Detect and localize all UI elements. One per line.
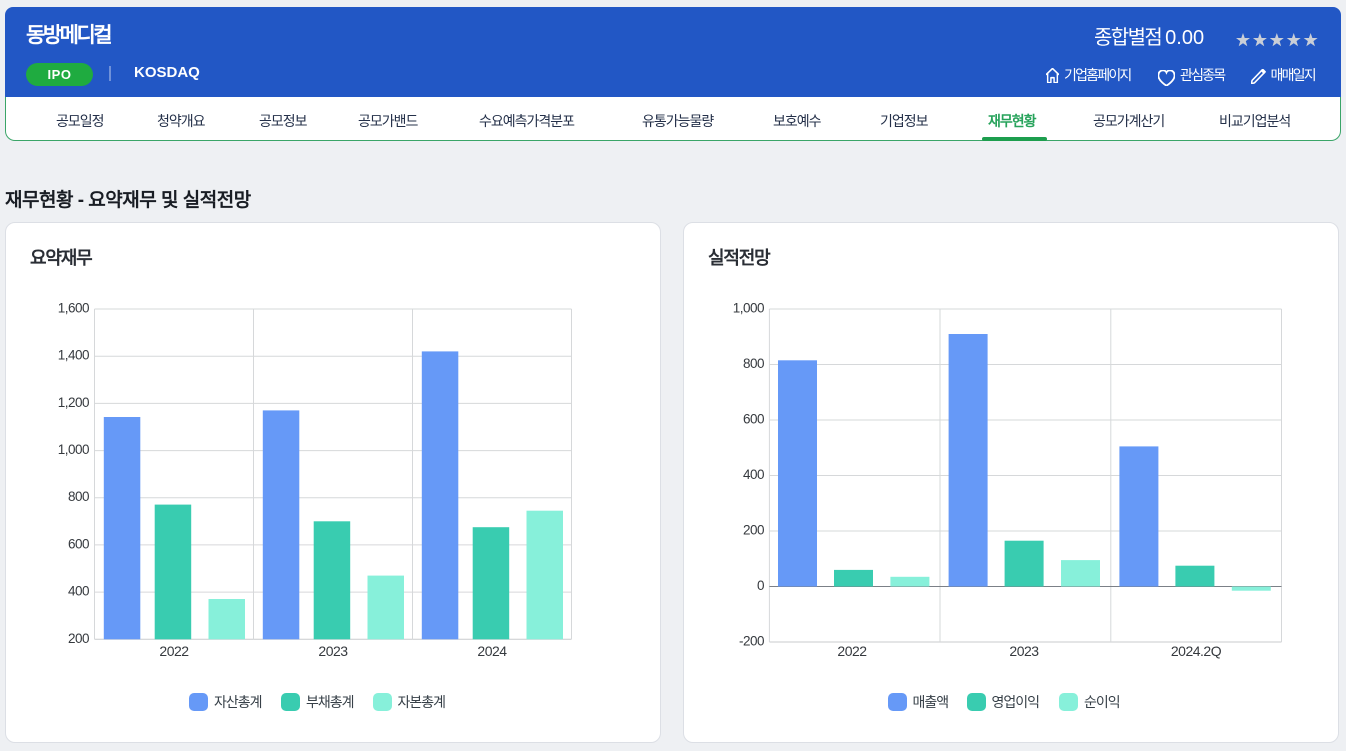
svg-text:1,000: 1,000 <box>733 301 764 316</box>
svg-text:1,200: 1,200 <box>58 395 89 410</box>
svg-text:-200: -200 <box>739 634 764 649</box>
svg-text:2022: 2022 <box>159 643 189 659</box>
svg-text:1,600: 1,600 <box>58 301 89 316</box>
svg-text:600: 600 <box>743 412 764 427</box>
svg-text:2024: 2024 <box>477 643 507 659</box>
svg-text:2024.2Q: 2024.2Q <box>1171 643 1222 659</box>
svg-text:600: 600 <box>68 536 89 551</box>
svg-text:800: 800 <box>68 489 89 504</box>
svg-text:400: 400 <box>743 467 764 482</box>
svg-text:2023: 2023 <box>1009 643 1039 659</box>
svg-text:200: 200 <box>68 631 89 646</box>
svg-text:400: 400 <box>68 584 89 599</box>
svg-text:200: 200 <box>743 523 764 538</box>
svg-text:800: 800 <box>743 356 764 371</box>
svg-text:2023: 2023 <box>318 643 348 659</box>
svg-text:1,000: 1,000 <box>58 442 89 457</box>
svg-text:2022: 2022 <box>837 643 867 659</box>
svg-text:0: 0 <box>757 578 764 593</box>
svg-text:1,400: 1,400 <box>58 348 89 363</box>
